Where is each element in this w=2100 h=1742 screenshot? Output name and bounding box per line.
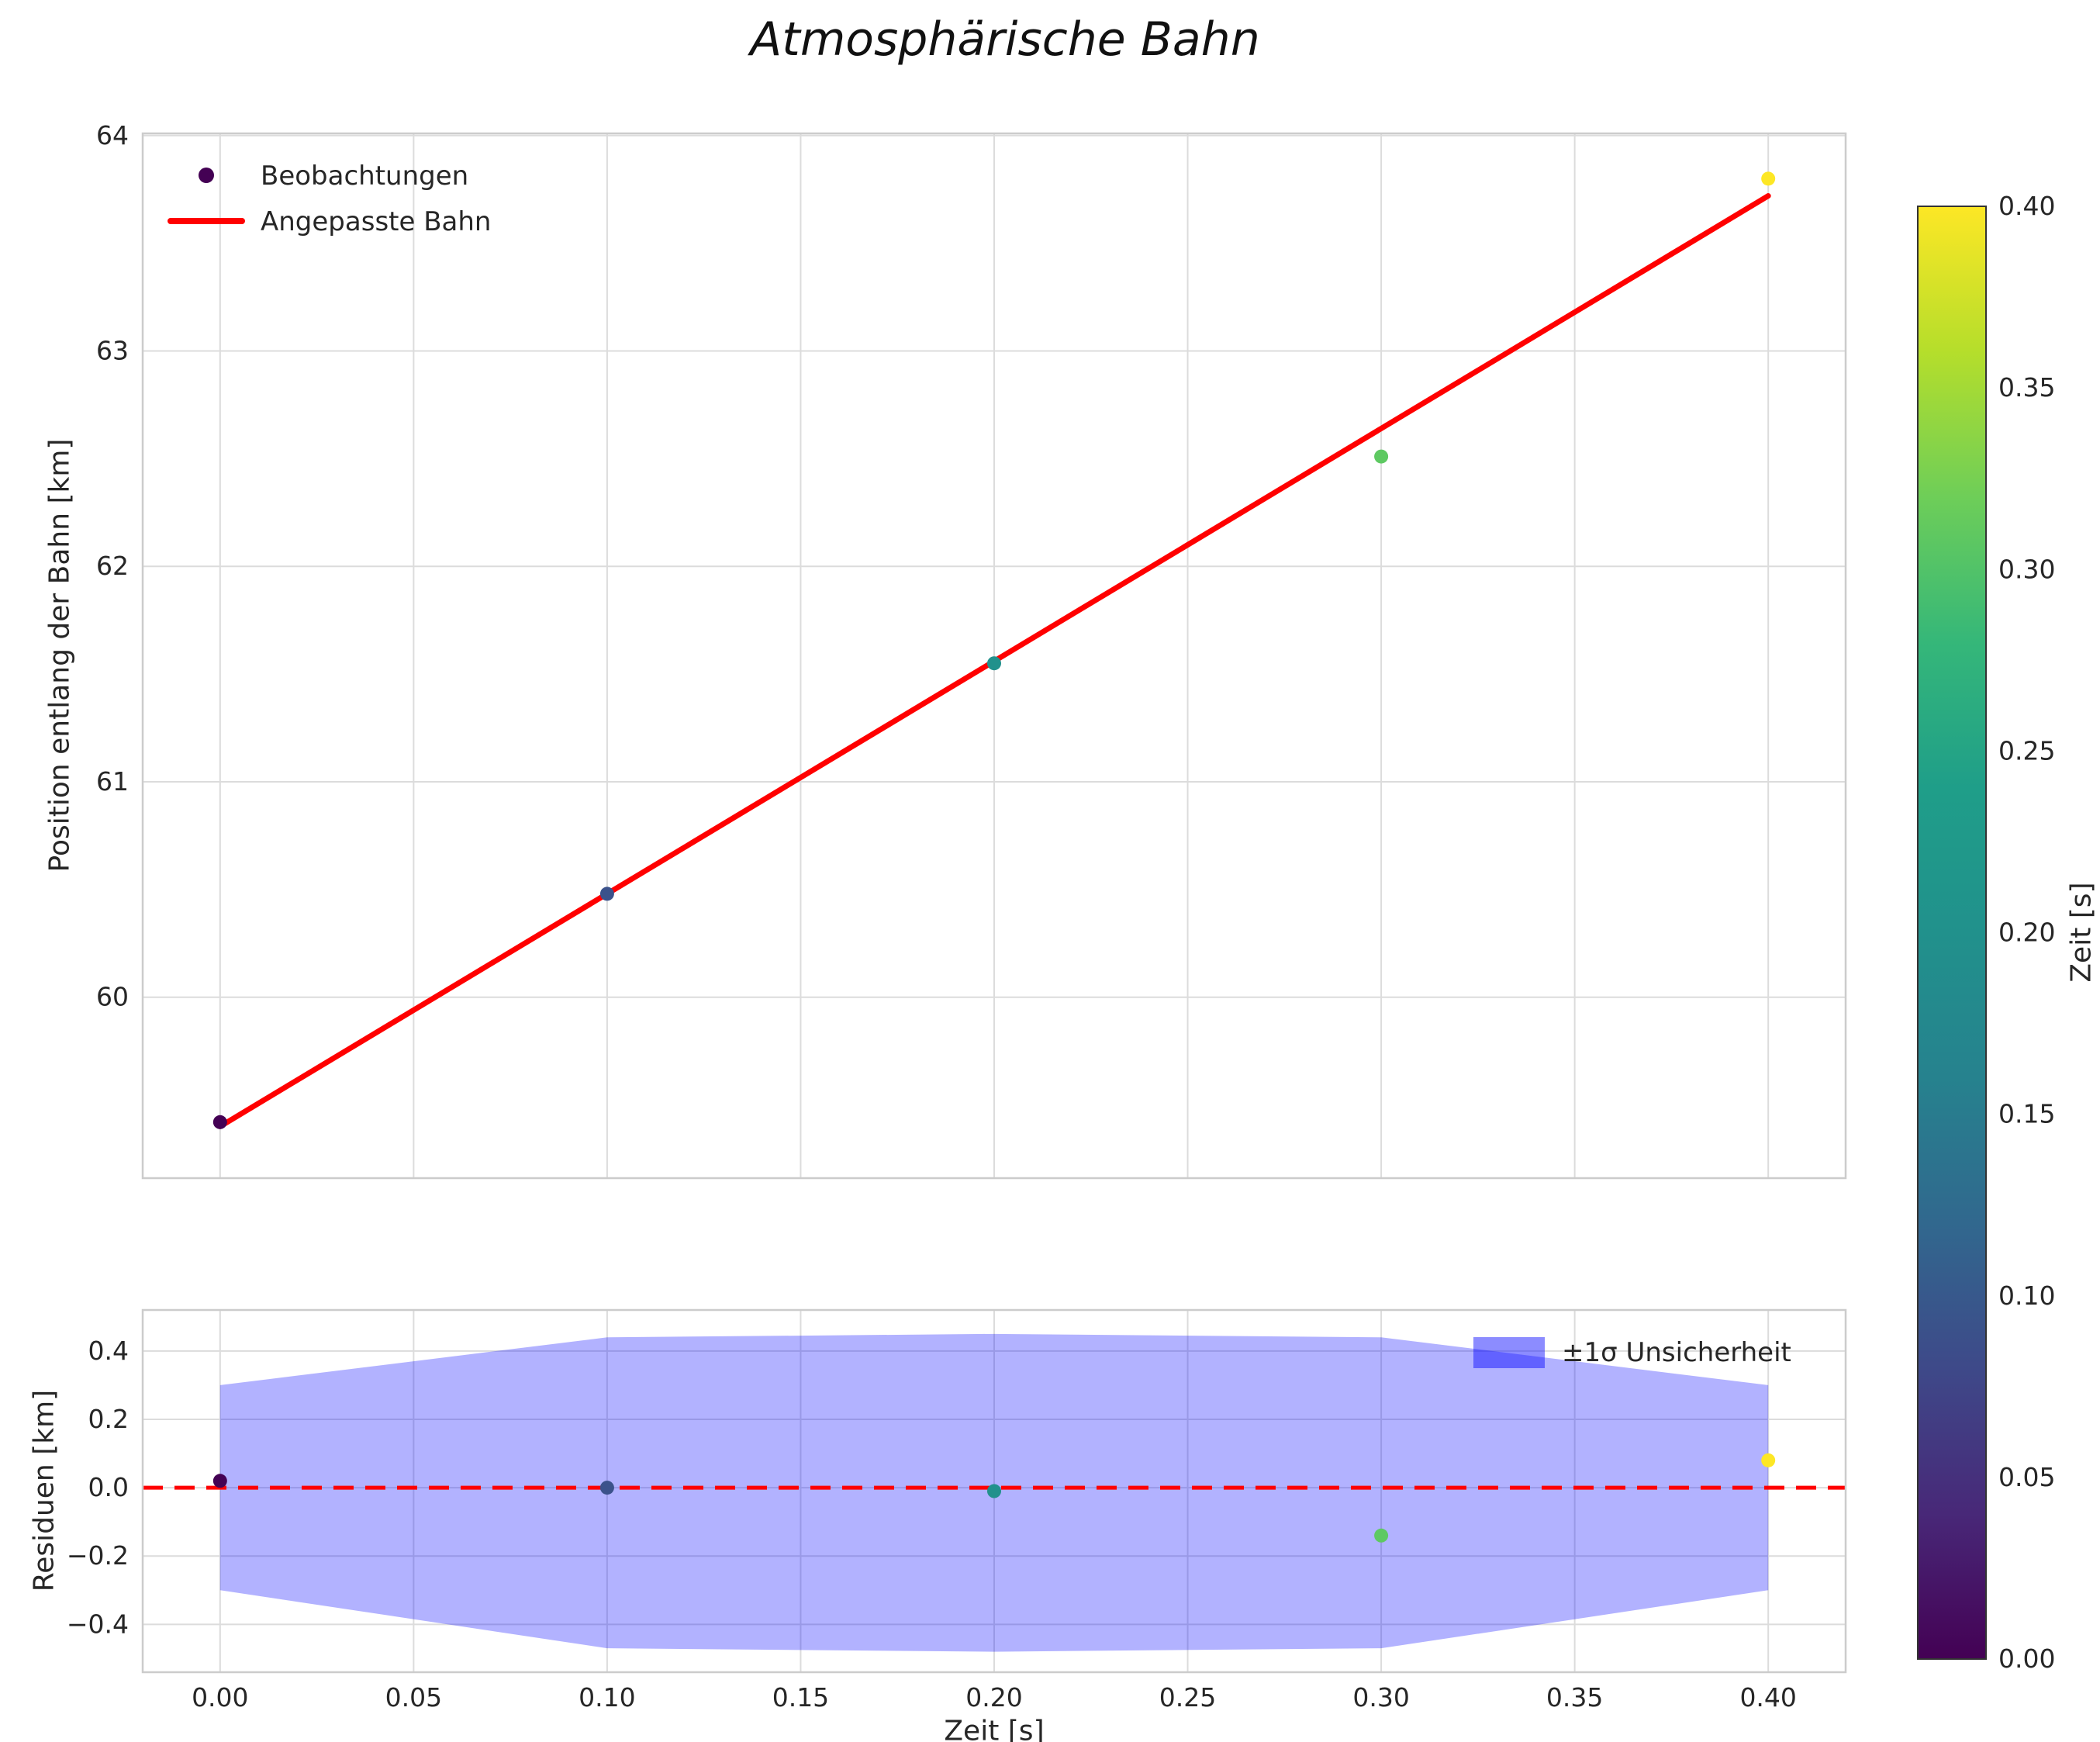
legend-label-uncertainty: ±1σ Unsicherheit (1562, 1337, 1791, 1368)
observation-point (599, 887, 614, 901)
residual-point (1761, 1453, 1776, 1467)
residual-point (1374, 1528, 1389, 1543)
colorbar-tick-label: 0.10 (1998, 1281, 2055, 1311)
colorbar-tick-label: 0.25 (1998, 735, 2055, 766)
xtick-label: 0.40 (1739, 1682, 1796, 1713)
xtick-label: 0.05 (385, 1682, 442, 1713)
x-axis-label: Zeit [s] (944, 1715, 1045, 1742)
residual-ytick-label: 0.4 (88, 1336, 129, 1366)
colorbar-tick-label: 0.05 (1998, 1462, 2055, 1492)
colorbar-label: Zeit [s] (2065, 882, 2098, 983)
residual-point (599, 1481, 614, 1495)
colorbar-tick-label: 0.30 (1998, 554, 2055, 584)
legend-label-fit: Angepasste Bahn (261, 206, 491, 237)
residual-point (987, 1484, 1001, 1498)
residual-y-axis-label: Residuen [km] (28, 1389, 60, 1592)
xtick-label: 0.10 (579, 1682, 635, 1713)
colorbar-gradient (1917, 206, 1987, 1660)
xtick-label: 0.00 (192, 1682, 248, 1713)
residual-axes-border (141, 1308, 1847, 1674)
main-ytick-label: 64 (96, 120, 129, 150)
observation-point (987, 656, 1001, 671)
observation-point (1374, 449, 1389, 464)
residual-ytick-label: −0.2 (67, 1540, 129, 1571)
colorbar-tick-label: 0.35 (1998, 372, 2055, 403)
colorbar-tick-label: 0.15 (1998, 1099, 2055, 1129)
residual-ytick-label: 0.0 (88, 1472, 129, 1502)
residual-ytick-label: 0.2 (88, 1404, 129, 1434)
colorbar-tick-label: 0.40 (1998, 191, 2055, 221)
main-ytick-label: 60 (96, 982, 129, 1012)
colorbar-tick-label: 0.20 (1998, 918, 2055, 948)
xtick-label: 0.30 (1352, 1682, 1409, 1713)
residual-ytick-label: −0.4 (67, 1609, 129, 1639)
main-axes-border (141, 132, 1847, 1180)
xtick-label: 0.35 (1546, 1682, 1603, 1713)
legend-patch-marker (1473, 1337, 1545, 1368)
main-ytick-label: 63 (96, 336, 129, 366)
main-ytick-label: 62 (96, 551, 129, 581)
residual-point (212, 1474, 227, 1488)
xtick-label: 0.15 (772, 1682, 829, 1713)
observation-point (1761, 171, 1776, 186)
xtick-label: 0.20 (965, 1682, 1022, 1713)
legend-label-observations: Beobachtungen (261, 161, 468, 192)
chart-title: Atmosphärische Bahn (750, 12, 1260, 67)
main-y-axis-label: Position entlang der Bahn [km] (43, 438, 76, 873)
main-ytick-label: 61 (96, 766, 129, 797)
observation-point (212, 1115, 227, 1129)
xtick-label: 0.25 (1159, 1682, 1216, 1713)
legend-dot-marker (199, 168, 214, 183)
colorbar-tick-label: 0.00 (1998, 1643, 2055, 1674)
